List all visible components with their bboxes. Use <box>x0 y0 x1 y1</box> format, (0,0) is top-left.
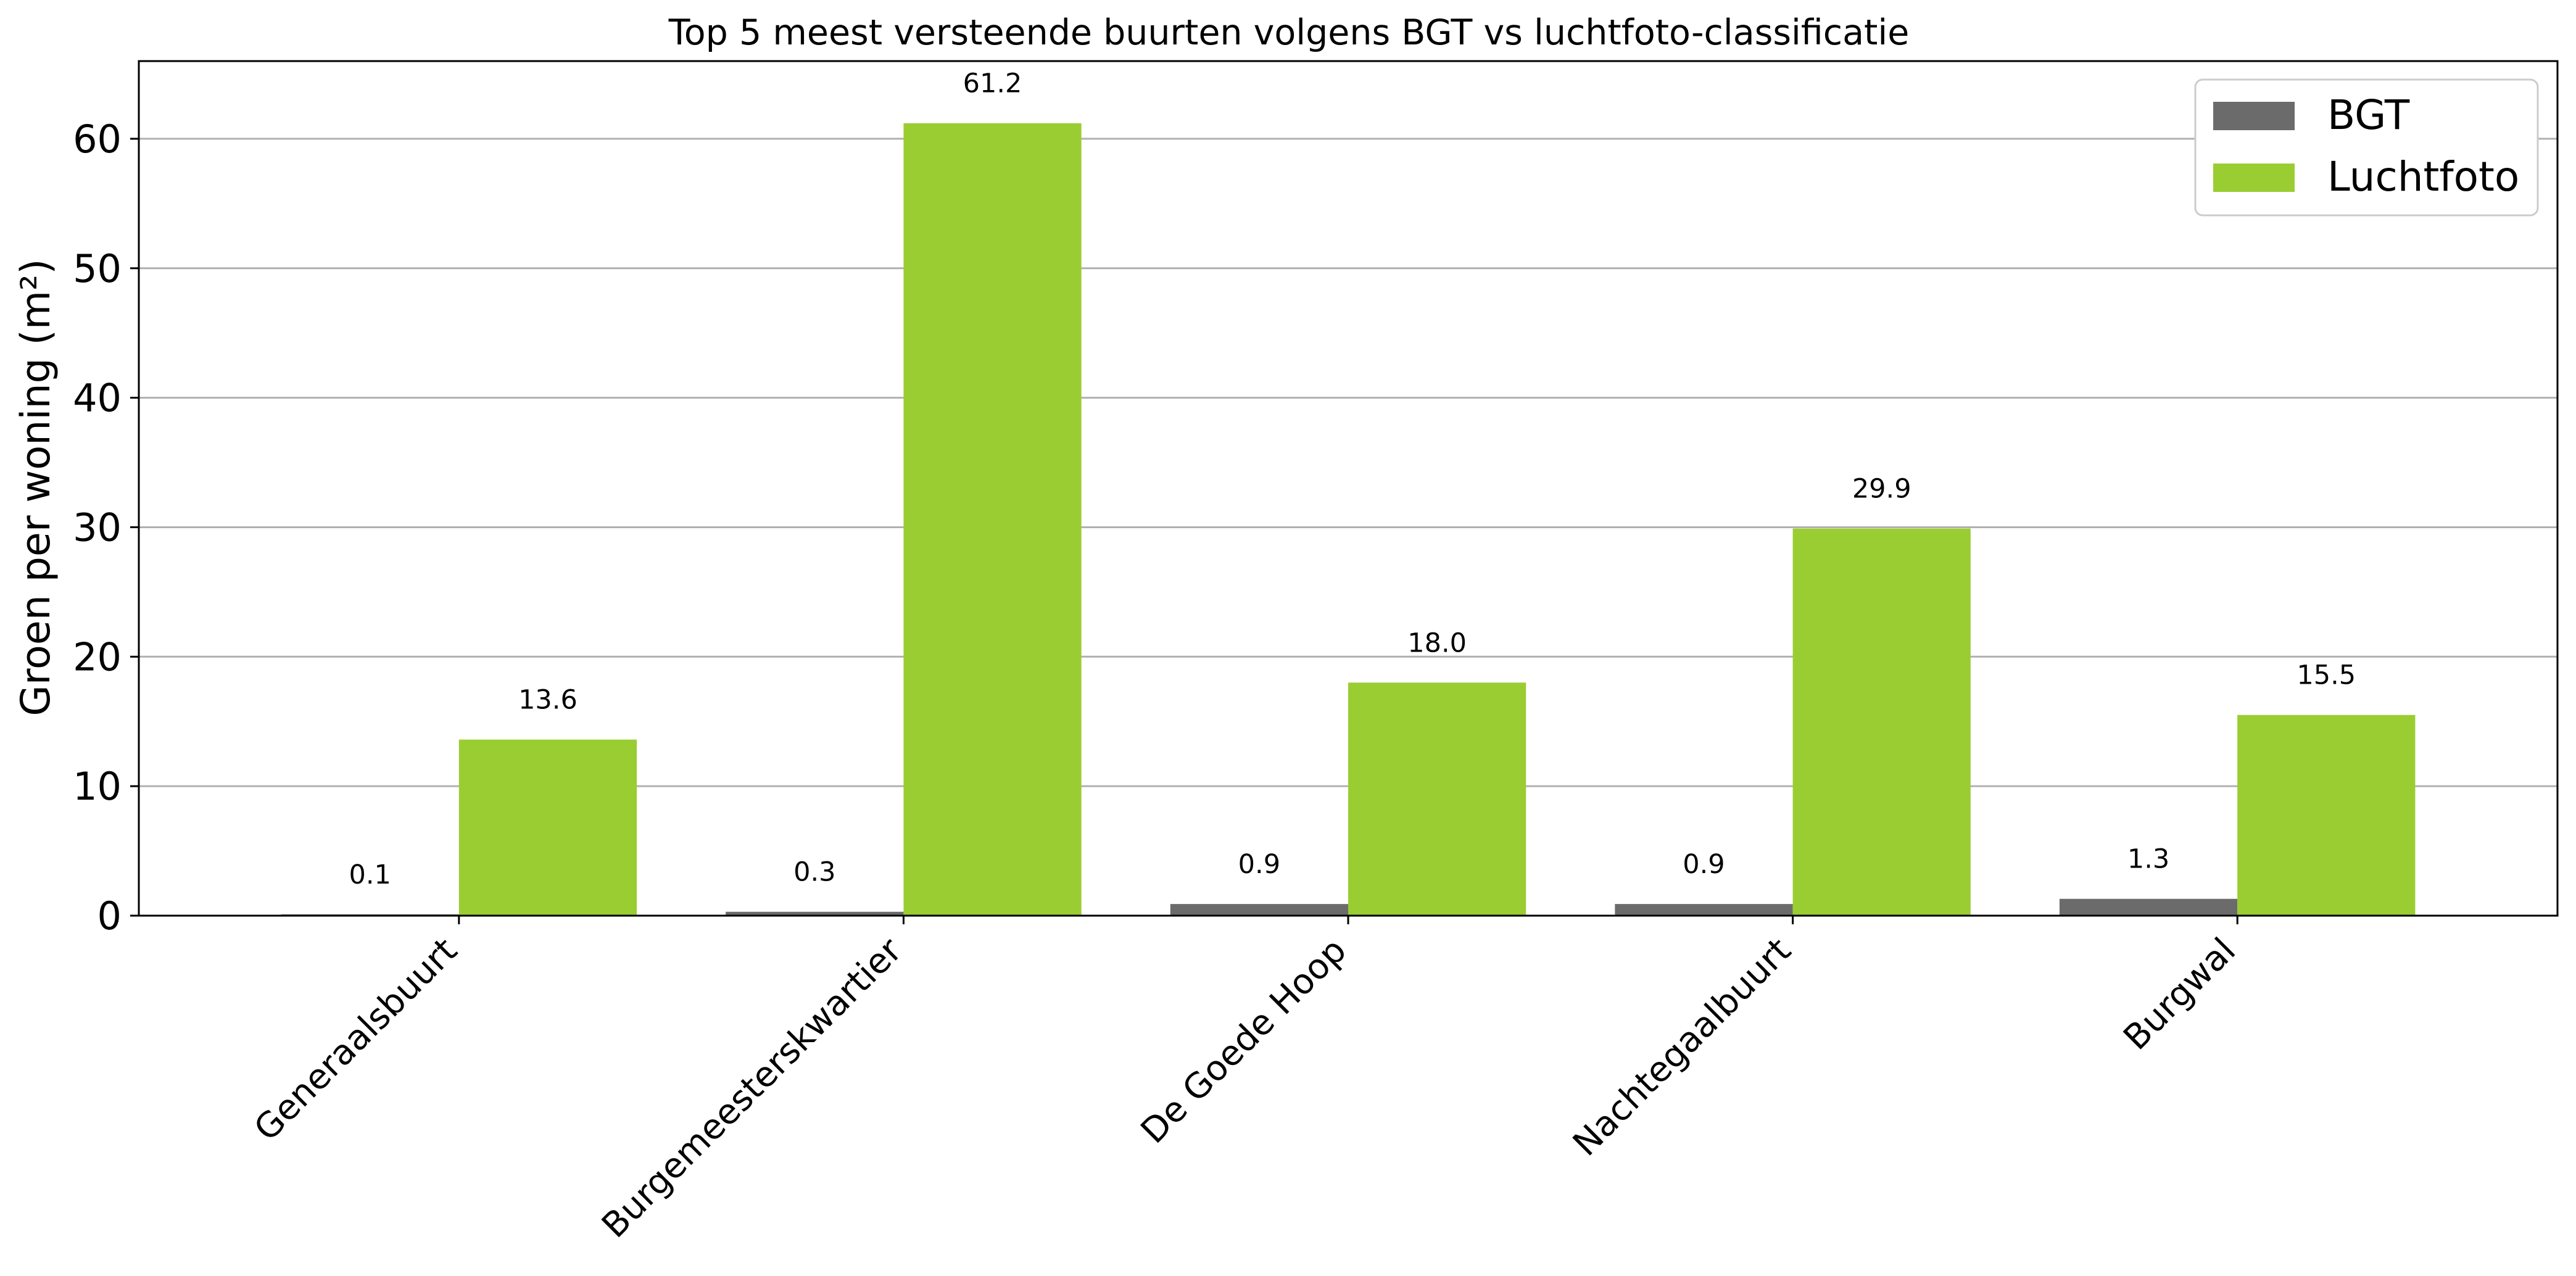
data-label: 0.9 <box>1683 849 1725 880</box>
bar-bgt-4 <box>2059 898 2238 916</box>
y-tick-label: 60 <box>73 117 122 162</box>
legend: BGT Luchtfoto <box>2194 78 2539 217</box>
y-tick-label: 50 <box>73 246 122 291</box>
bar-luchtfoto-1 <box>903 123 1082 916</box>
bar-layer <box>281 123 2416 916</box>
data-label: 15.5 <box>2296 660 2356 691</box>
legend-label-luchtfoto: Luchtfoto <box>2327 153 2519 201</box>
data-label: 18.0 <box>1407 628 1467 658</box>
x-tick-label: Burgemeesterskwartier <box>594 930 910 1246</box>
x-axis: Generaalsbuurt Burgemeesterskwartier De Go… <box>247 916 2243 1246</box>
chart-title: Top 5 meest versteende buurten volgens B… <box>668 12 1910 53</box>
x-tick-label: De Goede Hoop <box>1133 930 1354 1151</box>
bar-bgt-1 <box>726 911 904 916</box>
data-label: 13.6 <box>518 685 578 716</box>
bar-luchtfoto-3 <box>1792 528 1971 916</box>
y-tick-label: 0 <box>97 893 122 938</box>
legend-swatch-bgt <box>2213 102 2295 130</box>
data-label: 61.2 <box>963 68 1022 99</box>
legend-label-bgt: BGT <box>2327 91 2410 139</box>
y-tick-label: 20 <box>73 634 122 679</box>
bar-luchtfoto-0 <box>458 739 637 916</box>
bar-luchtfoto-4 <box>2237 715 2416 916</box>
bar-luchtfoto-2 <box>1348 682 1526 916</box>
y-tick-label: 30 <box>73 505 122 550</box>
bar-bgt-2 <box>1170 904 1348 916</box>
y-axis: 0 10 20 30 40 50 60 <box>73 117 139 938</box>
data-label: 0.9 <box>1238 849 1280 880</box>
y-tick-label: 40 <box>73 376 122 421</box>
data-label-layer: 0.1 0.3 0.9 0.9 1.3 13.6 61.2 18.0 29.9 15.5 <box>349 68 2356 890</box>
data-label: 0.3 <box>793 857 835 888</box>
x-tick-label: Generaalsbuurt <box>247 930 465 1149</box>
data-label: 1.3 <box>2127 844 2169 875</box>
legend-swatch-luchtfoto <box>2213 164 2295 192</box>
bar-bgt-3 <box>1615 904 1793 916</box>
y-axis-title: Groen per woning (m²) <box>13 259 59 716</box>
x-tick-label: Nachtegaalbuurt <box>1565 930 1799 1164</box>
y-tick-label: 10 <box>73 764 122 809</box>
data-label: 29.9 <box>1852 474 1911 505</box>
x-tick-label: Burgwal <box>2116 930 2243 1058</box>
data-label: 0.1 <box>349 860 391 890</box>
